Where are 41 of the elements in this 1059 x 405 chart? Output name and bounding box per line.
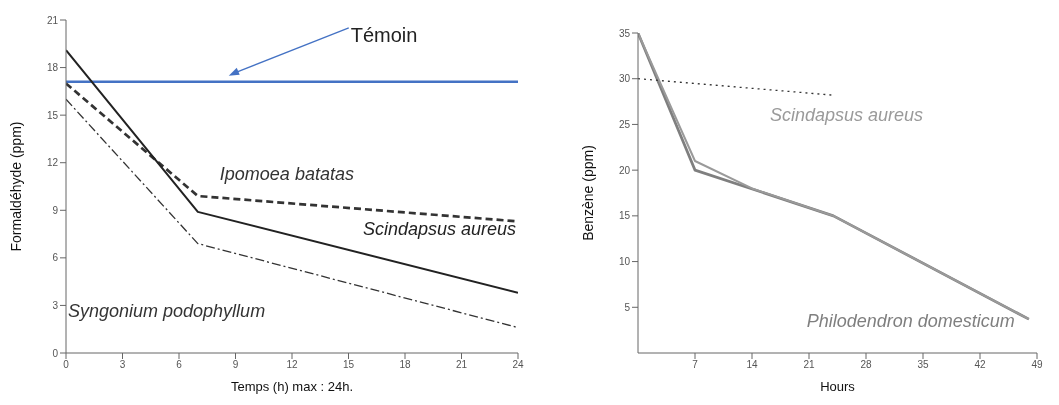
ref-line-label: Témoin — [350, 23, 418, 46]
y-tick-label: 10 — [618, 256, 631, 268]
x-tick-label: 6 — [176, 359, 183, 371]
x-tick-label: 35 — [917, 359, 929, 371]
x-axis-title: Hours — [820, 379, 856, 394]
y-tick-label: 6 — [52, 252, 59, 264]
x-tick-label: 9 — [232, 359, 239, 371]
x-tick-label: 42 — [974, 359, 986, 371]
y-tick-label: 30 — [618, 73, 631, 85]
series-label: Philodendron domesticum — [806, 311, 1015, 332]
x-axis-title: Temps (h) max : 24h. — [230, 379, 354, 394]
text: Syngonium podophyllum — [68, 301, 266, 322]
y-tick-label: 21 — [46, 14, 59, 26]
y-tick-label: 25 — [618, 118, 631, 130]
x-tick-label: 15 — [342, 359, 355, 371]
y-tick-label: 15 — [618, 210, 631, 222]
y-axis-title: Formaldéhyde (ppm) — [7, 121, 24, 252]
y-tick-label: 9 — [52, 204, 59, 216]
x-tick-label: 28 — [860, 359, 872, 371]
x-tick-label: 14 — [746, 359, 758, 371]
y-tick-label: 15 — [46, 109, 59, 121]
x-tick-label: 3 — [119, 359, 126, 371]
x-tick-label: 21 — [455, 359, 468, 371]
x-tick-label: 7 — [692, 359, 699, 371]
series-label: Ipomoea batatas — [219, 164, 354, 185]
y-axis-title: Benzène (ppm) — [579, 145, 596, 241]
y-tick-label: 20 — [618, 164, 631, 176]
y-tick-label: 12 — [46, 157, 59, 169]
x-tick-label: 49 — [1031, 359, 1043, 371]
x-tick-label: 18 — [399, 359, 411, 371]
text: Scindapsus aureus — [770, 105, 924, 125]
x-tick-label: 24 — [512, 359, 524, 371]
y-tick-label: 0 — [52, 347, 59, 359]
x-tick-label: 12 — [286, 359, 298, 371]
x-tick-label: 0 — [63, 359, 70, 371]
series-label: Scindapsus aureus — [362, 218, 516, 239]
x-tick-label: 21 — [803, 359, 815, 371]
y-tick-label: 3 — [52, 299, 59, 311]
y-tick-label: 18 — [46, 62, 59, 74]
y-tick-label: 5 — [624, 301, 631, 313]
y-tick-label: 35 — [618, 27, 631, 39]
